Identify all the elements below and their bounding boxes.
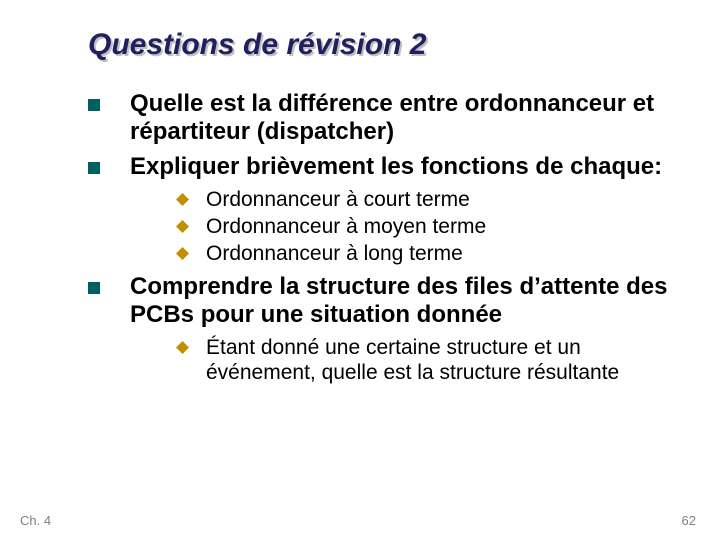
sub-list-item: Ordonnanceur à court terme [176,187,672,212]
sub-list-item-text: Étant donné une certaine structure et un… [206,335,672,385]
list-item: Expliquer brièvement les fonctions de ch… [88,153,672,181]
sub-list: Étant donné une certaine structure et un… [176,335,672,385]
footer-page-number: 62 [682,513,696,528]
slide-body: Quelle est la différence entre ordonnanc… [88,90,672,388]
diamond-bullet-icon [176,214,206,233]
sub-list-item-text: Ordonnanceur à moyen terme [206,214,486,239]
square-bullet-icon [88,153,130,174]
sub-list-item: Ordonnanceur à moyen terme [176,214,672,239]
list-item-text: Quelle est la différence entre ordonnanc… [130,90,672,147]
list-item-text: Expliquer brièvement les fonctions de ch… [130,153,662,181]
sub-list-item: Ordonnanceur à long terme [176,241,672,266]
square-bullet-icon [88,273,130,294]
footer-chapter: Ch. 4 [20,513,51,528]
slide: Questions de révision 2 Questions de rév… [0,0,720,540]
diamond-bullet-icon [176,241,206,260]
list-item-text: Comprendre la structure des files d’atte… [130,273,672,330]
sub-list: Ordonnanceur à court terme Ordonnanceur … [176,187,672,267]
sub-list-item-text: Ordonnanceur à long terme [206,241,463,266]
slide-title: Questions de révision 2 Questions de rév… [88,28,426,62]
list-item: Comprendre la structure des files d’atte… [88,273,672,330]
sub-list-item-text: Ordonnanceur à court terme [206,187,470,212]
title-text: Questions de révision 2 [88,28,426,61]
diamond-bullet-icon [176,187,206,206]
square-bullet-icon [88,90,130,111]
list-item: Quelle est la différence entre ordonnanc… [88,90,672,147]
diamond-bullet-icon [176,335,206,354]
sub-list-item: Étant donné une certaine structure et un… [176,335,672,385]
